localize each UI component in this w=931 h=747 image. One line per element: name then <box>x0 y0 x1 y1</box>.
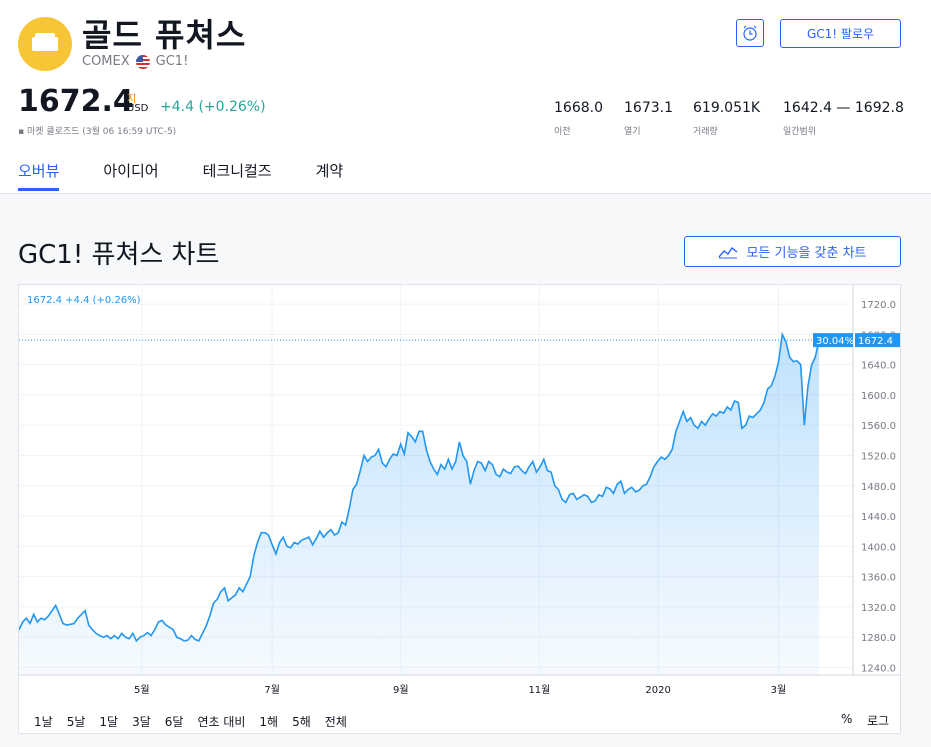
stat-previous: 1668.0 이전 <box>554 100 603 137</box>
y-tick-label: 1480.0 <box>861 482 896 493</box>
stat-value: 1673.1 <box>624 100 673 116</box>
chart-icon <box>718 246 738 258</box>
stat-value: 1668.0 <box>554 100 603 116</box>
full-chart-label: 모든 기능을 갖춘 차트 <box>746 246 867 261</box>
price-unit-tag: 지 <box>127 94 137 105</box>
y-tick-label: 1400.0 <box>861 542 896 553</box>
last-price: 1672.4 <box>18 84 134 119</box>
range-selector: 1날 5날 1달 3달 6달 연초 대비 1해 5해 전체 <box>18 708 901 734</box>
percent-toggle[interactable]: % <box>841 712 853 726</box>
stat-label: 일간범위 <box>783 127 817 137</box>
exchange-label: COMEX <box>82 54 130 69</box>
ticker-label: GC1! <box>155 54 189 69</box>
y-tick-label: 1560.0 <box>861 421 896 432</box>
tab-ideas[interactable]: 아이디어 <box>103 162 159 180</box>
percent-change-tag: 30.04% <box>816 336 854 347</box>
symbol-header: 골드 퓨쳐스 COMEX GC1! GC1! 팔로우 1672.4 지 USD … <box>0 0 931 194</box>
follow-button[interactable]: GC1! 팔로우 <box>780 19 901 48</box>
price-change: +4.4 (+0.26%) <box>160 99 266 115</box>
y-tick-label: 1280.0 <box>861 633 896 644</box>
price-chart[interactable]: 1720.01680.01640.01600.01560.01520.01480… <box>18 285 900 733</box>
y-tick-label: 1240.0 <box>861 663 896 674</box>
gold-logo-icon <box>18 17 72 71</box>
price-area <box>19 334 819 675</box>
us-flag-icon <box>135 54 150 69</box>
stat-label: 거래량 <box>693 127 718 137</box>
symbol-tabs: 오버뷰 아이디어 테크니컬즈 계약 <box>18 160 387 191</box>
tab-contracts[interactable]: 계약 <box>315 162 344 180</box>
stat-value: 619.051K <box>693 100 761 116</box>
x-tick-label: 7월 <box>264 684 280 696</box>
x-tick-label: 2020 <box>645 685 670 696</box>
tab-overview[interactable]: 오버뷰 <box>18 160 60 191</box>
currency-label: USD <box>127 103 149 114</box>
y-tick-label: 1440.0 <box>861 512 896 523</box>
y-tick-label: 1360.0 <box>861 573 896 584</box>
x-tick-label: 5월 <box>134 684 150 696</box>
range-5y[interactable]: 5해 <box>292 714 311 729</box>
y-tick-label: 1600.0 <box>861 391 896 402</box>
symbol-title: 골드 퓨쳐스 <box>82 16 247 54</box>
range-3m[interactable]: 3달 <box>132 714 151 729</box>
last-price-tag: 1672.4 <box>858 336 893 347</box>
symbol-subline: COMEX GC1! <box>82 54 188 69</box>
stat-label: 이전 <box>554 127 571 137</box>
range-1m[interactable]: 1달 <box>99 714 119 729</box>
y-tick-label: 1520.0 <box>861 451 896 462</box>
chart-section-title: GC1! 퓨쳐스 차트 <box>18 240 220 270</box>
full-chart-button[interactable]: 모든 기능을 갖춘 차트 <box>684 236 901 267</box>
percent-change-tag-bg <box>813 333 853 348</box>
range-all[interactable]: 전체 <box>324 714 347 729</box>
market-status: ▪ 마켓 클로즈드 (3월 06 16:59 UTC-5) <box>18 127 177 137</box>
alert-clock-button[interactable] <box>736 19 764 47</box>
tab-technicals[interactable]: 테크니컬즈 <box>202 162 272 180</box>
stat-label: 열기 <box>624 127 641 137</box>
range-1d[interactable]: 1날 <box>34 714 53 729</box>
overview-content: GC1! 퓨쳐스 차트 모든 기능을 갖춘 차트 1720.01680.0164… <box>0 194 931 747</box>
y-tick-label: 1720.0 <box>861 300 896 311</box>
x-tick-label: 3월 <box>771 684 787 696</box>
stat-day-range: 1642.4 — 1692.8 일간범위 <box>783 100 904 137</box>
range-6m[interactable]: 6달 <box>164 714 184 729</box>
chart-card: 1720.01680.01640.01600.01560.01520.01480… <box>18 284 901 734</box>
x-tick-label: 9월 <box>393 684 409 696</box>
price-axis: 1720.01680.01640.01600.01560.01520.01480… <box>861 300 896 674</box>
alarm-clock-icon <box>743 25 757 41</box>
range-5d[interactable]: 5날 <box>66 714 86 729</box>
last-price-tag-bg <box>855 333 900 348</box>
y-tick-label: 1640.0 <box>861 361 896 372</box>
range-1y[interactable]: 1해 <box>259 714 279 729</box>
x-tick-label: 11월 <box>528 684 550 696</box>
stat-value: 1642.4 — 1692.8 <box>783 100 904 116</box>
stat-volume: 619.051K 거래량 <box>693 100 760 137</box>
price-line <box>18 331 820 643</box>
chart-legend: 1672.4 +4.4 (+0.26%) <box>27 295 141 306</box>
stat-open: 1673.1 열기 <box>624 100 673 137</box>
time-axis: 5월 7월 9월 11월 2020 3월 <box>134 684 786 696</box>
log-toggle[interactable]: 로그 <box>867 714 890 728</box>
y-tick-label: 1320.0 <box>861 603 896 614</box>
range-ytd[interactable]: 연초 대비 <box>197 714 246 729</box>
